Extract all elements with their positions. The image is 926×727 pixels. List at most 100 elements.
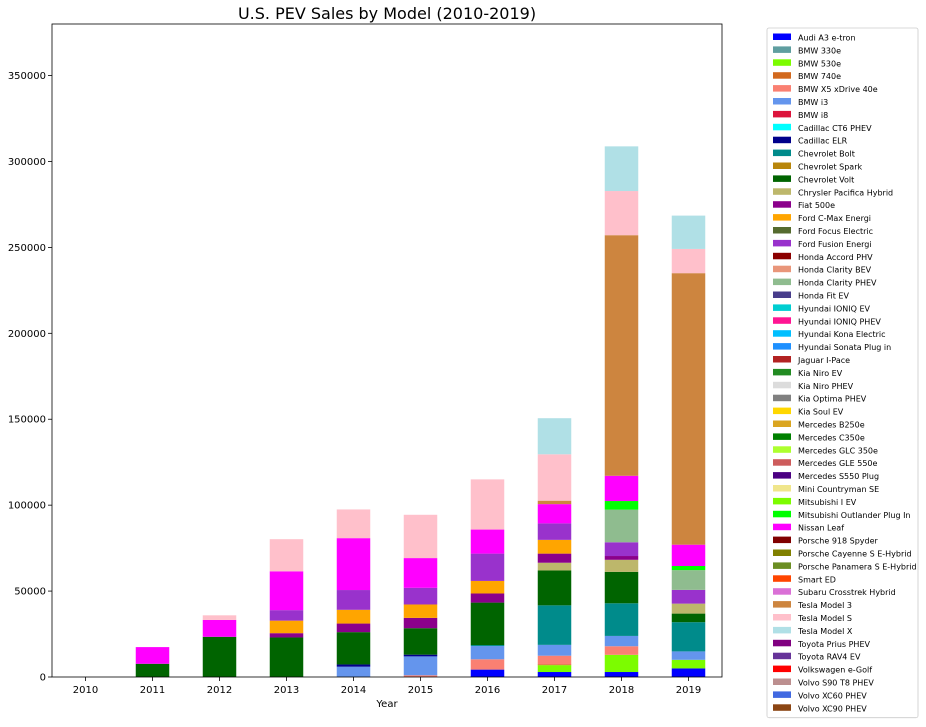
bar-segment	[604, 509, 639, 543]
legend-swatch	[773, 536, 791, 544]
bar-segment	[403, 604, 438, 618]
legend-swatch	[773, 46, 791, 53]
bar-segment	[470, 669, 505, 677]
bar-segment	[403, 654, 438, 657]
legend-label: Mitsubishi I EV	[798, 498, 857, 507]
legend-swatch	[773, 98, 791, 105]
legend-label: BMW 740e	[798, 72, 841, 81]
legend-label: Honda Accord PHV	[798, 253, 873, 262]
bar-segment	[671, 603, 706, 614]
y-tick-label: 50000	[14, 587, 46, 598]
legend-label: Kia Niro EV	[798, 369, 843, 378]
bar-segment	[336, 609, 371, 624]
legend-label: Volvo S90 T8 PHEV	[798, 679, 874, 688]
legend-label: Mercedes GLE 550e	[798, 459, 877, 468]
bar-segment	[537, 570, 572, 606]
bar-segment	[537, 500, 572, 505]
legend-swatch	[773, 446, 791, 453]
legend-swatch	[773, 72, 791, 79]
legend-swatch	[773, 252, 791, 260]
bar-segment	[604, 475, 639, 502]
bar-segment	[671, 651, 706, 660]
legend-label: Toyota RAV4 EV	[797, 653, 861, 662]
bar-segment	[470, 479, 505, 530]
bar-segment	[336, 538, 371, 591]
x-tick-label: 2017	[542, 685, 567, 696]
legend-label: Ford Fusion Energi	[798, 240, 872, 249]
bar-segment	[135, 647, 170, 664]
legend-swatch	[773, 330, 791, 337]
legend-label: Audi A3 e-tron	[798, 34, 856, 43]
bar-segment	[336, 509, 371, 539]
legend-swatch	[773, 356, 791, 363]
legend-swatch	[773, 291, 791, 298]
x-tick-label: 2011	[140, 685, 165, 696]
bar-segment	[671, 273, 706, 545]
x-axis-label: Year	[375, 699, 398, 710]
legend-label: Hyundai IONIQ EV	[798, 304, 871, 313]
bar-segment	[336, 623, 371, 633]
legend-label: Honda Fit EV	[798, 292, 849, 301]
legend-label: BMW i3	[798, 98, 828, 107]
x-tick-label: 2012	[207, 685, 232, 696]
bar-segment	[604, 501, 639, 510]
y-tick-label: 250000	[8, 243, 46, 254]
legend-label: Porsche Panamera S E-Hybrid	[798, 562, 917, 571]
y-tick-label: 300000	[8, 157, 46, 168]
legend-label: Hyundai Kona Electric	[798, 330, 886, 339]
legend-swatch	[773, 626, 791, 634]
legend-swatch	[773, 523, 791, 531]
bar-segment	[403, 675, 438, 677]
legend-swatch	[773, 639, 791, 647]
bar-segment	[470, 553, 505, 581]
y-tick-label: 0	[40, 673, 46, 684]
bar-segment	[269, 633, 304, 638]
chart-title: U.S. PEV Sales by Model (2010-2019)	[238, 4, 536, 23]
legend-swatch	[773, 459, 791, 466]
legend-label: BMW X5 xDrive 40e	[798, 85, 878, 94]
bar-segment	[336, 632, 371, 665]
legend-swatch	[773, 497, 791, 505]
bar-segment	[269, 620, 304, 634]
bar-segment	[202, 619, 237, 637]
legend-label: Ford Focus Electric	[798, 227, 873, 236]
bar-segment	[604, 559, 639, 572]
legend-label: Chevrolet Bolt	[798, 150, 855, 159]
legend-label: Cadillac ELR	[798, 137, 848, 146]
legend-swatch	[773, 575, 791, 582]
bar-segment	[604, 191, 639, 236]
legend-swatch	[773, 665, 791, 673]
bar-segment	[537, 553, 572, 563]
bar-segment	[336, 664, 371, 667]
legend-swatch	[773, 162, 791, 169]
legend-label: BMW 530e	[798, 59, 841, 68]
legend-label: Mercedes GLC 350e	[798, 446, 878, 455]
legend-swatch	[773, 691, 791, 698]
legend-swatch	[773, 601, 791, 608]
legend-label: Mini Countryman SE	[798, 485, 879, 494]
bar-segment	[537, 523, 572, 540]
legend-label: Hyundai Sonata Plug in	[798, 343, 891, 352]
bar-segment	[604, 556, 639, 560]
bar-segment	[470, 645, 505, 647]
legend: Audi A3 e-tron BMW 330e BMW 530e BMW 740e BM…	[766, 27, 919, 719]
bar-segment	[604, 646, 639, 655]
bar-segment	[604, 571, 639, 604]
bar-segment	[537, 504, 572, 524]
legend-swatch	[773, 33, 791, 40]
legend-swatch	[773, 704, 791, 711]
legend-swatch	[773, 85, 791, 92]
bar-segment	[671, 570, 706, 590]
bar-segment	[604, 542, 639, 557]
legend-swatch	[773, 433, 791, 440]
bar-segment	[269, 637, 304, 677]
bar-segment	[537, 562, 572, 571]
legend-swatch	[773, 110, 791, 118]
bar-segment	[470, 580, 505, 594]
bar-segment	[671, 565, 706, 571]
legend-label: Nissan Leaf	[798, 524, 844, 533]
legend-box	[766, 27, 919, 719]
x-tick-label: 2016	[475, 685, 500, 696]
legend-swatch	[773, 123, 791, 131]
